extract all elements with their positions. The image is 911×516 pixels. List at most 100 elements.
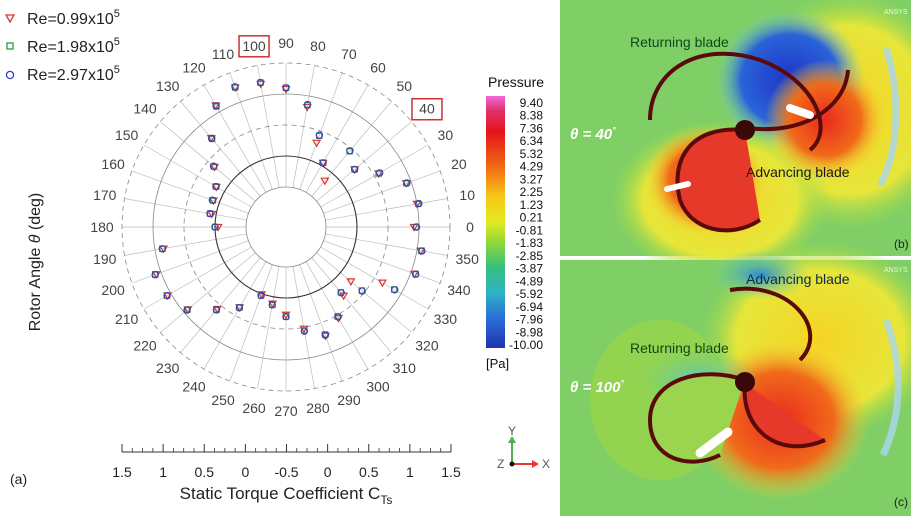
- axis-triad: Y Z X: [497, 424, 550, 471]
- angle-tick-label: 230: [156, 360, 180, 376]
- angle-tick-label: 180: [90, 219, 114, 235]
- radial-gridline: [143, 246, 252, 310]
- panel-label-a: (a): [10, 471, 27, 487]
- data-marker: [151, 270, 159, 279]
- data-marker: [231, 83, 239, 91]
- ring-gridline: [121, 62, 451, 392]
- legend-item: Re=2.97x105: [5, 64, 120, 84]
- data-marker: [212, 182, 220, 191]
- scale-tick-label: 1.5: [441, 464, 461, 480]
- scale-tick-label: 0: [241, 464, 249, 480]
- angle-label-b: θ = 40°: [570, 125, 616, 143]
- angle-tick-label: 130: [156, 78, 180, 94]
- data-marker: [208, 196, 216, 204]
- returning-blade-label-c: Returning blade: [630, 340, 729, 356]
- angle-tick-label: 210: [115, 311, 139, 327]
- data-marker: [415, 199, 423, 208]
- ring-gridline: [214, 155, 358, 299]
- angle-tick-label: 40: [419, 101, 435, 117]
- highlight-box: [411, 97, 443, 121]
- colorbar-ticks: 9.408.387.366.345.324.293.272.251.230.21…: [509, 96, 543, 352]
- data-marker: [267, 300, 278, 309]
- colorbar-tick-label: -3.87: [516, 262, 544, 276]
- data-marker: [235, 304, 244, 312]
- data-marker: [319, 159, 327, 167]
- legend: Re=0.99x105 Re=1.98x105 Re=2.97x105: [4, 8, 120, 84]
- data-marker: [321, 331, 330, 339]
- radial-gridline: [160, 252, 256, 333]
- data-marker: [211, 223, 219, 231]
- pressure-colorbar: Pressure 9.408.387.366.345.324.293.272.2…: [486, 74, 544, 371]
- angle-tick-label: 220: [133, 337, 157, 353]
- angle-tick-label: 270: [274, 403, 298, 419]
- angle-label-c: θ = 100°: [570, 378, 625, 396]
- angle-tick-label: 60: [370, 60, 386, 76]
- panel-label-c: (c): [894, 495, 908, 509]
- angle-tick-label: 10: [459, 187, 475, 203]
- radial-gridline: [299, 264, 343, 382]
- highlight-boxes: [238, 35, 443, 121]
- radial-gridline: [124, 233, 247, 256]
- angle-tick-label: 190: [93, 251, 117, 267]
- colorbar-tick-label: 1.23: [520, 198, 544, 212]
- angle-tick-label: 70: [341, 46, 357, 62]
- colorbar-tick-label: 9.40: [520, 96, 544, 110]
- angle-tick-label: 350: [456, 251, 480, 267]
- colorbar-tick-label: -7.96: [516, 313, 544, 327]
- angle-tick-label: 260: [242, 400, 266, 416]
- colorbar-tick-label: -1.83: [516, 236, 544, 250]
- advancing-blade-label-b: Advancing blade: [746, 164, 850, 180]
- data-marker: [281, 85, 291, 94]
- angle-tick-label: 320: [415, 337, 439, 353]
- colorbar-title: Pressure: [488, 74, 544, 90]
- angle-tick-label: 110: [212, 46, 235, 62]
- data-marker: [256, 80, 266, 89]
- angle-tick-label: 240: [182, 378, 206, 394]
- legend-marker-triangle: [4, 14, 16, 24]
- angle-tick-label: 100: [242, 38, 266, 54]
- angle-tick-label: 200: [101, 282, 125, 298]
- colorbar-tick-label: 7.36: [520, 121, 544, 135]
- radial-gridline: [203, 261, 267, 370]
- returning-blade-label-b: Returning blade: [630, 34, 729, 50]
- data-marker: [411, 270, 420, 278]
- data-marker: [257, 291, 265, 300]
- highlight-box: [238, 35, 270, 58]
- radial-gridline: [180, 257, 261, 353]
- angle-tick-label: 340: [447, 282, 471, 298]
- angle-tick-label: 170: [93, 187, 117, 203]
- data-marker: [358, 287, 366, 295]
- colorbar-tick-label: -5.92: [516, 287, 544, 301]
- scale-tick-label: 0.5: [359, 464, 379, 480]
- colorbar-tick-label: 3.27: [520, 172, 544, 186]
- panel-c: Advancing blade Returning blade θ = 100°…: [560, 240, 911, 516]
- data-marker: [334, 313, 342, 321]
- legend-item: Re=1.98x105: [6, 36, 120, 56]
- angle-tick-label: 120: [182, 60, 206, 76]
- scale-tick-label: 0.5: [195, 464, 215, 480]
- angle-tick-label: 160: [101, 156, 125, 172]
- triad-x: X: [542, 457, 550, 471]
- legend-label: Re=0.99x105: [27, 8, 120, 28]
- angle-tick-label: 0: [466, 219, 474, 235]
- angle-tick-label: 30: [438, 127, 454, 143]
- data-marker: [268, 301, 276, 309]
- colorbar-tick-label: 5.32: [520, 147, 544, 161]
- legend-label: Re=2.97x105: [27, 64, 120, 84]
- angle-tick-label: 290: [337, 392, 361, 408]
- colorbar-tick-label: -8.98: [516, 325, 544, 339]
- legend-item: Re=0.99x105: [4, 8, 120, 28]
- data-markers: [151, 78, 426, 341]
- data-marker: [346, 147, 354, 155]
- legend-marker-circle: [5, 70, 15, 80]
- data-marker: [212, 102, 220, 110]
- data-marker: [412, 223, 421, 231]
- legend-label: Re=1.98x105: [27, 36, 120, 56]
- data-marker: [376, 169, 384, 177]
- data-marker: [303, 100, 312, 109]
- y-axis-label: Rotor Angle θ (deg): [27, 193, 44, 332]
- data-marker: [346, 278, 356, 287]
